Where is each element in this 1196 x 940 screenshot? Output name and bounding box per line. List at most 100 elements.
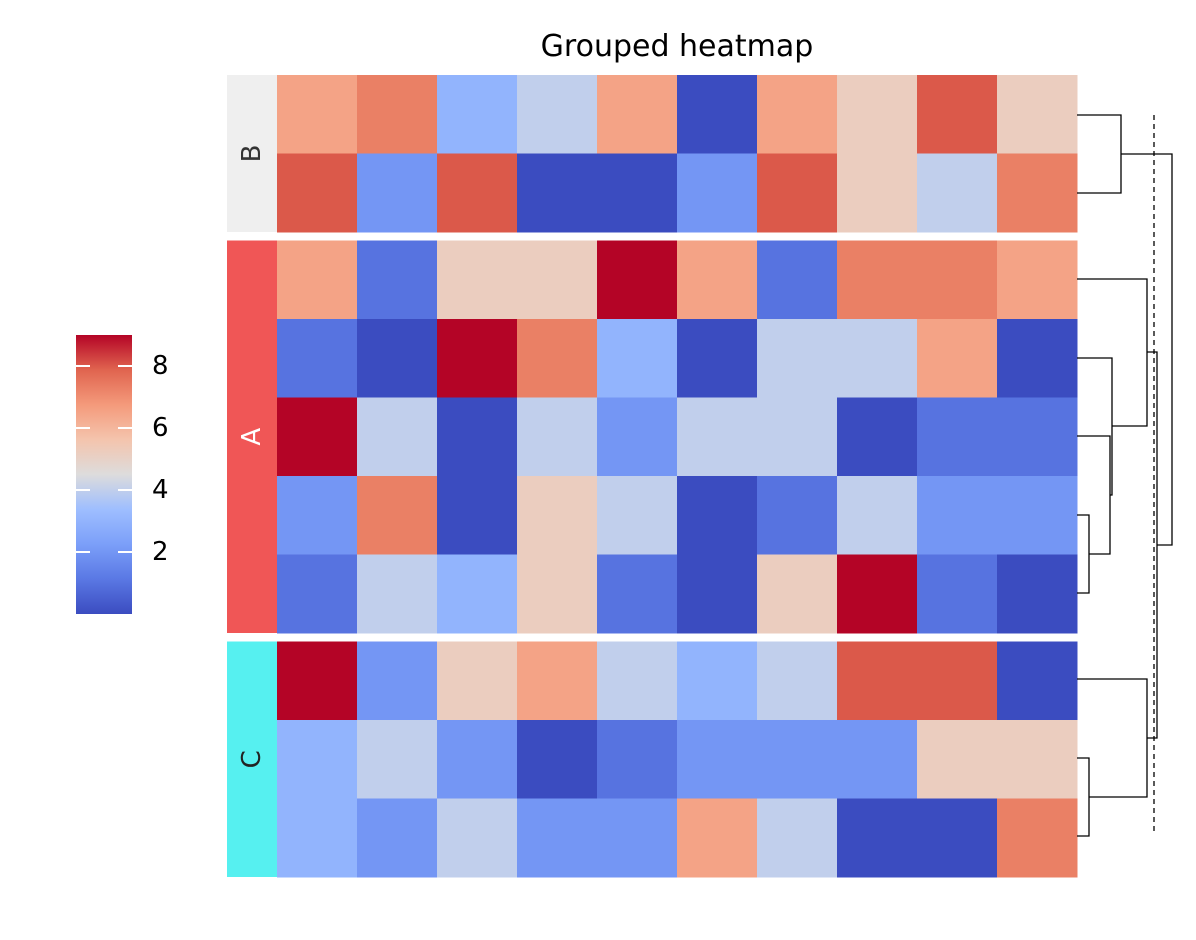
heatmap-cell [597, 75, 678, 154]
heatmap-cell [437, 319, 518, 398]
dendrogram-link-root [1121, 153, 1173, 546]
heatmap-cell [917, 798, 998, 878]
heatmap-cell [597, 397, 678, 477]
heatmap-cell [517, 240, 598, 320]
heatmap-cell [437, 153, 518, 233]
heatmap-cell [677, 319, 758, 398]
heatmap-cell [997, 240, 1078, 320]
heatmap-cell [357, 554, 438, 634]
heatmap-cell [277, 798, 358, 878]
colorbar-tick-label: 8 [152, 351, 169, 381]
heatmap-cell [517, 476, 598, 555]
heatmap-cell [517, 153, 598, 233]
heatmap-cell [677, 476, 758, 555]
heatmap-cell [277, 641, 358, 721]
heatmap-cell [917, 153, 998, 233]
heatmap-cell [437, 641, 518, 721]
heatmap-cell [677, 397, 758, 477]
heatmap-cell [677, 153, 758, 233]
heatmap-cell [597, 319, 678, 398]
heatmap-cell [677, 75, 758, 154]
heatmap-cell [357, 153, 438, 233]
heatmap-cell [757, 798, 838, 878]
heatmap-cell [837, 240, 918, 320]
heatmap-cell [917, 476, 998, 555]
heatmap-cell [517, 798, 598, 878]
dendrogram-link-a2 [1077, 435, 1111, 555]
group-bar-b [227, 75, 277, 232]
heatmap-cell [677, 554, 758, 634]
heatmap-cell [357, 720, 438, 799]
heatmap-cell [997, 153, 1078, 233]
colorbar-tick-label: 2 [152, 537, 169, 567]
heatmap-cell [277, 153, 358, 233]
heatmap-cell [757, 554, 838, 634]
heatmap-cell [997, 476, 1078, 555]
heatmap-cell [837, 720, 918, 799]
heatmap-cell [917, 641, 998, 721]
dendrogram-link-c1 [1077, 757, 1090, 837]
heatmap-cell [837, 75, 918, 154]
heatmap-cell [357, 397, 438, 477]
heatmap-cell [917, 75, 998, 154]
heatmap-cell [277, 397, 358, 477]
heatmap-cell [757, 153, 838, 233]
heatmap-cell [917, 240, 998, 320]
colorbar: 2 4 6 8 [76, 335, 169, 614]
heatmap-cell [597, 641, 678, 721]
heatmap-cell [917, 319, 998, 398]
colorbar-tick-label: 4 [152, 475, 169, 505]
heatmap-cell [677, 641, 758, 721]
group-label-a: A [237, 428, 267, 446]
heatmap-cell [277, 720, 358, 799]
heatmap-cell [597, 240, 678, 320]
heatmap-cell [357, 798, 438, 878]
heatmap-cell [357, 319, 438, 398]
heatmap-cell [997, 75, 1078, 154]
heatmap-cell [597, 153, 678, 233]
dendrogram-link-a1 [1077, 514, 1090, 594]
heatmap-cell [517, 75, 598, 154]
heatmap-cell [917, 554, 998, 634]
heatmap-cell [837, 153, 918, 233]
group-label-b: B [237, 145, 267, 163]
heatmap-cell [677, 798, 758, 878]
heatmap-cell [837, 641, 918, 721]
group-label-c: C [237, 750, 267, 768]
heatmap-cell [597, 798, 678, 878]
heatmap-cell [837, 554, 918, 634]
heatmap-cell [357, 476, 438, 555]
heatmap-cell [437, 798, 518, 878]
heatmap-cell [437, 720, 518, 799]
heatmap-cell [997, 641, 1078, 721]
group-bar-a [227, 240, 277, 633]
heatmap-cell [757, 641, 838, 721]
heatmap-cell [677, 720, 758, 799]
dendrogram-link-ac [1147, 351, 1158, 739]
heatmap-cell [997, 798, 1078, 878]
heatmap-cell [357, 240, 438, 320]
heatmap-cell [277, 75, 358, 154]
heatmap-cell [437, 75, 518, 154]
dendrogram-link-a3 [1077, 357, 1113, 496]
heatmap-cell [757, 476, 838, 555]
heatmap-cell [357, 75, 438, 154]
heatmap-cell [757, 319, 838, 398]
heatmap-cell [597, 720, 678, 799]
heatmap-cell [837, 397, 918, 477]
colorbar-tick-label: 6 [152, 413, 169, 443]
heatmap-cell [757, 75, 838, 154]
heatmap-cell [837, 319, 918, 398]
heatmap-cell [437, 240, 518, 320]
heatmap-cell [757, 397, 838, 477]
heatmap-cell [597, 554, 678, 634]
heatmap-cell [997, 554, 1078, 634]
row-dendrogram [1077, 114, 1173, 837]
colorbar-gradient [76, 335, 132, 614]
dendrogram-link-c2 [1077, 678, 1148, 798]
heatmap-cell [437, 397, 518, 477]
heatmap-cell [437, 476, 518, 555]
heatmap-cell [277, 240, 358, 320]
heatmap-cell [277, 476, 358, 555]
